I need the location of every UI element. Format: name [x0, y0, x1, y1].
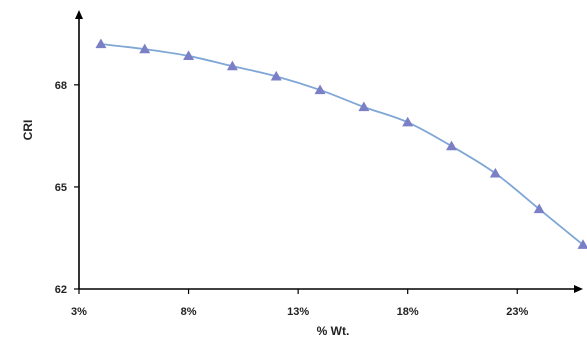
x-ticks: 3% 8% 13% 18% 23%	[71, 289, 528, 318]
series-markers	[95, 38, 587, 249]
data-point-marker	[358, 101, 370, 112]
x-tick-label: 8%	[181, 306, 197, 318]
y-tick-label: 65	[55, 182, 67, 194]
y-axis-arrow	[75, 10, 83, 19]
data-point-marker	[226, 60, 238, 71]
data-point-marker	[270, 70, 282, 81]
y-tick-label: 62	[55, 284, 67, 296]
data-point-marker	[577, 239, 587, 249]
x-axis-title: % Wt.	[317, 324, 350, 338]
data-point-marker	[183, 50, 195, 61]
y-ticks: 62 65 68	[55, 80, 79, 296]
x-tick-label: 18%	[397, 306, 419, 318]
data-point-marker	[533, 203, 545, 214]
data-point-marker	[139, 43, 151, 54]
y-axis-title: CRI	[21, 120, 35, 141]
data-point-marker	[314, 84, 326, 95]
x-tick-label: 3%	[71, 306, 87, 318]
y-tick-label: 68	[55, 80, 67, 92]
x-tick-label: 23%	[506, 306, 528, 318]
x-tick-label: 13%	[287, 306, 309, 318]
data-point-marker	[402, 116, 414, 127]
data-point-marker	[446, 140, 458, 151]
x-axis-arrow	[574, 285, 583, 293]
data-point-marker	[95, 38, 107, 49]
series-line	[100, 43, 584, 246]
axes	[75, 10, 583, 293]
data-point-marker	[489, 167, 501, 178]
